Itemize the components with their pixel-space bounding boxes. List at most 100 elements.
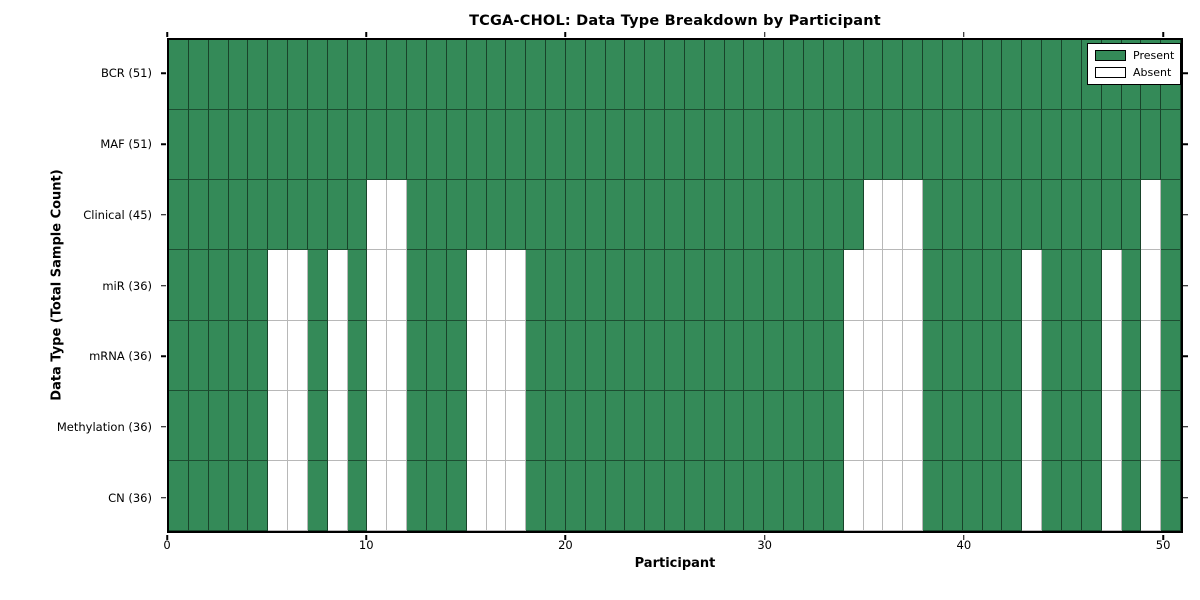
present-cell: [982, 180, 1003, 251]
present-cell: [526, 320, 547, 391]
present-cell: [407, 40, 427, 111]
present-cell: [645, 460, 666, 531]
present-cell: [923, 110, 943, 181]
row-BCR: [169, 40, 1182, 111]
absent-cell: [1141, 180, 1162, 251]
present-cell: [843, 180, 864, 251]
absent-cell: [486, 320, 507, 391]
present-cell: [169, 320, 189, 391]
present-cell: [605, 110, 626, 181]
present-cell: [823, 320, 844, 391]
present-cell: [1121, 320, 1142, 391]
present-cell: [288, 110, 308, 181]
present-cell: [446, 110, 467, 181]
present-cell: [724, 110, 745, 181]
present-cell: [1002, 250, 1023, 321]
present-cell: [923, 390, 943, 461]
y-tick-label: Clinical (45): [83, 207, 152, 222]
present-cell: [327, 110, 348, 181]
y-tick-mark: [161, 284, 166, 287]
present-cell: [426, 320, 447, 391]
absent-cell: [288, 320, 308, 391]
present-cell: [446, 40, 467, 111]
present-cell: [704, 320, 725, 391]
present-cell: [228, 390, 249, 461]
present-cell: [248, 110, 269, 181]
absent-cell: [1022, 250, 1043, 321]
present-cell: [1061, 110, 1082, 181]
present-cell: [585, 250, 606, 321]
y-tick-mark: [1183, 355, 1188, 357]
present-cell: [665, 250, 685, 321]
present-cell: [506, 180, 527, 251]
x-tick-mark: [1162, 535, 1164, 540]
present-cell: [1121, 390, 1142, 461]
present-cell: [665, 180, 685, 251]
absent-cell: [863, 460, 884, 531]
absent-cell: [387, 250, 408, 321]
chart-title: TCGA-CHOL: Data Type Breakdown by Partic…: [469, 13, 881, 29]
present-cell: [169, 40, 189, 111]
present-cell: [1061, 40, 1082, 111]
present-cell: [1042, 320, 1062, 391]
absent-cell: [506, 320, 527, 391]
absent-cell: [1022, 320, 1043, 391]
present-cell: [1161, 320, 1182, 391]
present-cell: [228, 320, 249, 391]
present-cell: [1081, 460, 1102, 531]
absent-cell: [883, 460, 904, 531]
present-cell: [625, 320, 646, 391]
y-tick-label: CN (36): [108, 490, 152, 505]
x-tick-label: 40: [956, 538, 972, 552]
y-tick-mark: [1183, 72, 1188, 75]
present-swatch-icon: [1095, 50, 1126, 61]
present-cell: [724, 320, 745, 391]
present-cell: [307, 40, 328, 111]
present-cell: [347, 180, 368, 251]
present-cell: [903, 110, 924, 181]
present-cell: [188, 40, 209, 111]
absent-cell: [1141, 390, 1162, 461]
absent-cell: [387, 320, 408, 391]
absent-cell: [387, 390, 408, 461]
absent-swatch-icon: [1095, 67, 1126, 78]
present-cell: [426, 460, 447, 531]
present-cell: [704, 40, 725, 111]
present-cell: [942, 110, 963, 181]
present-cell: [764, 460, 785, 531]
present-cell: [327, 40, 348, 111]
present-cell: [169, 390, 189, 461]
absent-cell: [843, 390, 864, 461]
absent-cell: [466, 320, 487, 391]
present-cell: [784, 250, 804, 321]
x-tick-mark: [365, 32, 367, 37]
absent-cell: [387, 460, 408, 531]
present-cell: [446, 180, 467, 251]
present-cell: [526, 40, 547, 111]
y-tick-mark: [161, 72, 166, 75]
present-cell: [426, 110, 447, 181]
present-cell: [1002, 390, 1023, 461]
present-cell: [724, 250, 745, 321]
present-cell: [942, 320, 963, 391]
absent-cell: [288, 390, 308, 461]
y-tick-mark: [1183, 426, 1188, 428]
y-tick-labels: BCR (51) MAF (51) Clinical (45) miR (36) mRN…: [0, 38, 160, 533]
present-cell: [784, 40, 804, 111]
y-tick-label: Methylation (36): [56, 419, 152, 434]
present-cell: [188, 390, 209, 461]
present-cell: [645, 250, 666, 321]
x-tick-mark: [564, 535, 567, 540]
present-cell: [744, 180, 765, 251]
present-cell: [962, 180, 983, 251]
present-cell: [1061, 250, 1082, 321]
present-cell: [1042, 110, 1062, 181]
present-cell: [823, 460, 844, 531]
present-cell: [248, 40, 269, 111]
legend: Present Absent: [1087, 43, 1181, 85]
present-cell: [1081, 390, 1102, 461]
present-cell: [1081, 250, 1102, 321]
present-cell: [407, 180, 427, 251]
present-cell: [923, 40, 943, 111]
